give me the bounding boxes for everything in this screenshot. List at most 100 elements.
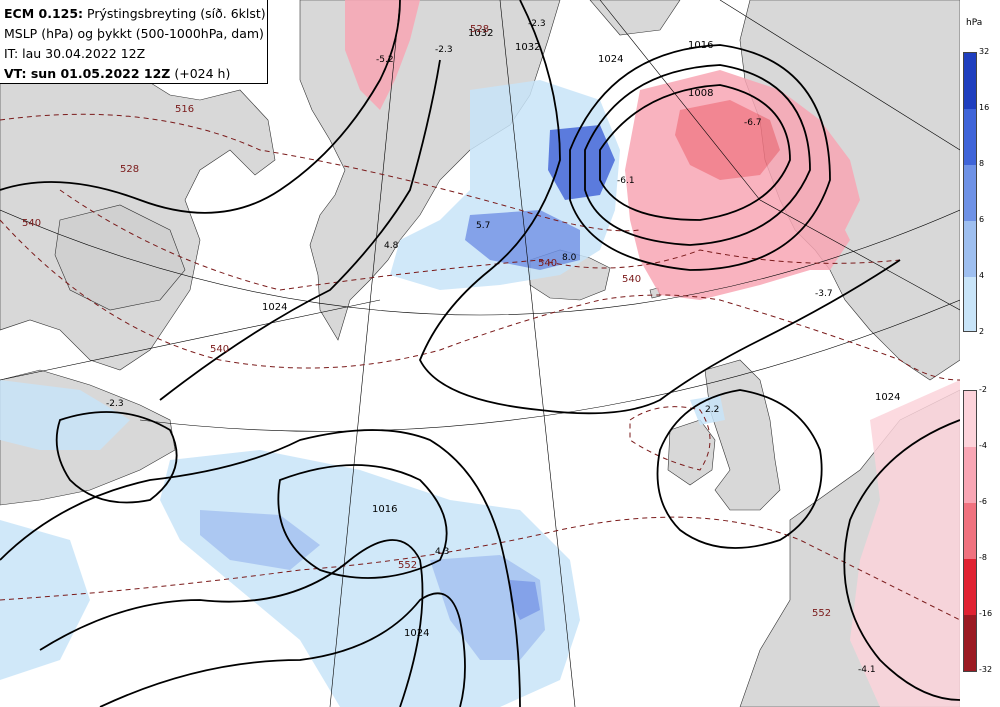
isobar-label: 1024: [598, 54, 623, 65]
valid-time-line: VT: sun 01.05.2022 12Z (+024 h): [4, 64, 267, 84]
graticule: [0, 0, 960, 707]
tendency-label: 5.7: [476, 221, 490, 231]
isobars: [0, 0, 960, 707]
thickness-label: 552: [398, 560, 417, 571]
isobar-label: 1016: [688, 40, 713, 51]
thickness-540: [0, 219, 960, 381]
rise-swatch: [964, 221, 976, 277]
baffin-island: [54, 204, 186, 311]
thickness-contours: [0, 113, 960, 621]
isobar-label: 1024: [875, 392, 900, 403]
mslp-line: MSLP (hPa) og þykkt (500-1000hPa, dam): [4, 26, 264, 41]
rise-mid-atlantic: [200, 510, 320, 570]
isobar-label: 1016: [372, 504, 397, 515]
rise-region-west: [0, 380, 130, 450]
thickness-552: [0, 516, 960, 621]
forecast-step: (+024 h): [174, 66, 231, 81]
legend-label: 2: [979, 327, 985, 336]
tendency-label: 2.2: [705, 405, 719, 415]
isobar-west-loop: [55, 411, 178, 504]
legend-label: -16: [979, 609, 993, 618]
rise-region-southwest: [0, 520, 90, 680]
isobar-1032: [0, 0, 401, 214]
legend-label: 6: [979, 215, 985, 224]
tendency-labels: -2.3 -5.2 -2.3 -6.1 -6.7 4.8 5.7 8.0 2.2…: [106, 19, 876, 675]
isobar-low-ring-3: [569, 44, 831, 271]
legend-label: 4: [979, 271, 985, 280]
rise-mid-greenland: [465, 210, 580, 270]
graticule-meridian-5: [719, 0, 960, 151]
fall-swatch: [964, 447, 976, 503]
legend-label: -2: [979, 385, 987, 394]
graticule-meridian-4: [0, 299, 381, 381]
tendency-label: -3.7: [815, 289, 833, 299]
init-time: IT: lau 30.04.2022 12Z: [4, 46, 146, 61]
thickness-label: 528: [120, 164, 139, 175]
tendency-label: -5.2: [376, 55, 394, 65]
tendency-label: -6.7: [744, 118, 762, 128]
isobar-south-2: [39, 539, 424, 707]
fall-swatch: [964, 391, 976, 447]
map-info-box: ECM 0.125: Prýstingsbreyting (síð. 6klst…: [0, 0, 268, 84]
fall-swatch: [964, 615, 976, 671]
isobar-1016-north: [419, 0, 901, 415]
valid-time: VT: sun 01.05.2022 12Z: [4, 66, 171, 81]
isobar-label: 1032: [515, 42, 540, 53]
legend-label: -6: [979, 497, 987, 506]
graticule-meridian-1: [599, 0, 960, 311]
legend-label: -4: [979, 441, 987, 450]
isobar-east-europe: [843, 419, 960, 701]
rise-swatch: [964, 165, 976, 221]
rise-swatch: [964, 109, 976, 165]
rise-region-britain: [690, 395, 725, 425]
isobar-south-3: [99, 592, 466, 707]
fall-swatch: [964, 503, 976, 559]
graticule-parallel-2: [139, 299, 960, 432]
rise-core-greenland: [548, 125, 615, 200]
fall-region-nordic: [780, 200, 850, 270]
thickness-label: 528: [470, 24, 489, 35]
legend-label: -8: [979, 553, 987, 562]
tendency-label: 4.8: [384, 241, 399, 251]
tendency-label: -6.1: [617, 176, 635, 186]
thickness-label: 516: [175, 104, 194, 115]
model-name: ECM 0.125:: [4, 6, 84, 21]
tendency-label: -2.3: [435, 45, 453, 55]
thickness-labels: 516 528 540 540 528 540 552 552 540: [22, 24, 831, 619]
tendency-label: 8.0: [562, 253, 577, 263]
isobar-low-ring-1: [599, 84, 791, 221]
great-britain: [704, 359, 781, 511]
fall-region-greenland-north: [345, 0, 420, 110]
isobar-labels: 1016 1024 1032 1008 1024 1016 1024 1032 …: [262, 28, 900, 639]
isobar-label: 1032: [468, 28, 493, 39]
isobar-label: 1024: [262, 302, 287, 313]
thickness-540b: [629, 406, 711, 471]
tendency-label: 4.3: [435, 547, 449, 557]
thickness-label: 540: [622, 274, 641, 285]
thickness-label: 540: [22, 218, 41, 229]
isobar-britain: [656, 389, 823, 549]
isobar-south-1: [0, 429, 521, 707]
field-description: Prýstingsbreyting (síð. 6klst): [87, 6, 266, 21]
thickness-label: 540: [538, 258, 557, 269]
tendency-label: -2.3: [106, 399, 124, 409]
fall-core-scandinavia: [675, 100, 780, 180]
thickness-label: 540: [210, 344, 229, 355]
tendency-label: -2.3: [528, 19, 546, 29]
rise-colorbar: [963, 52, 977, 332]
fall-region-europe: [850, 380, 960, 707]
fall-colorbar: [963, 390, 977, 672]
graticule-meridian-2: [499, 0, 576, 707]
rise-swatch: [964, 277, 976, 331]
graticule-meridian-3: [329, 0, 401, 707]
legend-unit: hPa: [966, 18, 983, 28]
isobar-atlantic-mid: [277, 464, 448, 579]
color-legend: hPa 32 16 8 6 4 2 -2 -4 -6 -8 -16 -32: [960, 0, 1000, 707]
isobar-1024: [159, 59, 441, 401]
legend-label: 8: [979, 159, 985, 168]
svalbard: [589, 0, 681, 36]
legend-label: 16: [979, 103, 990, 112]
model-line: ECM 0.125: Prýstingsbreyting (síð. 6klst…: [4, 4, 267, 24]
thickness-label: 552: [812, 608, 831, 619]
fall-swatch: [964, 559, 976, 615]
